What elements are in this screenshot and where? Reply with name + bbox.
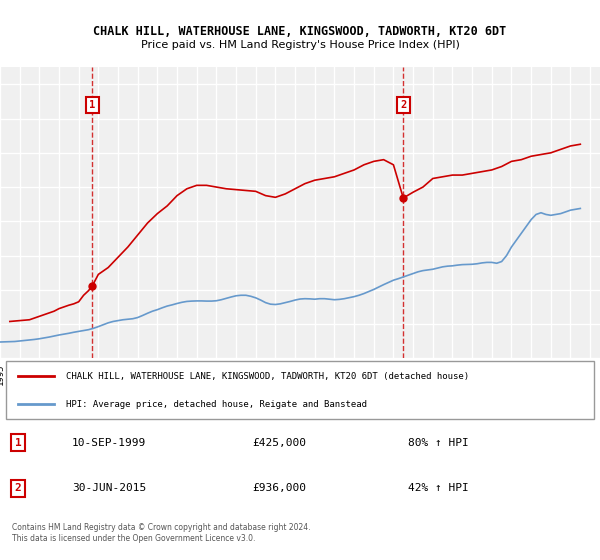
Text: CHALK HILL, WATERHOUSE LANE, KINGSWOOD, TADWORTH, KT20 6DT (detached house): CHALK HILL, WATERHOUSE LANE, KINGSWOOD, … [66,371,469,381]
Text: 1: 1 [14,438,22,448]
Text: 80% ↑ HPI: 80% ↑ HPI [408,438,469,448]
Text: 42% ↑ HPI: 42% ↑ HPI [408,483,469,493]
Text: Contains HM Land Registry data © Crown copyright and database right 2024.
This d: Contains HM Land Registry data © Crown c… [12,524,311,543]
Text: £425,000: £425,000 [252,438,306,448]
Text: CHALK HILL, WATERHOUSE LANE, KINGSWOOD, TADWORTH, KT20 6DT: CHALK HILL, WATERHOUSE LANE, KINGSWOOD, … [94,25,506,38]
FancyBboxPatch shape [6,361,594,419]
Text: 2: 2 [400,100,406,110]
Text: 2: 2 [14,483,22,493]
Text: HPI: Average price, detached house, Reigate and Banstead: HPI: Average price, detached house, Reig… [66,399,367,408]
Text: Price paid vs. HM Land Registry's House Price Index (HPI): Price paid vs. HM Land Registry's House … [140,40,460,50]
Text: £936,000: £936,000 [252,483,306,493]
Text: 30-JUN-2015: 30-JUN-2015 [72,483,146,493]
Text: 1: 1 [89,100,95,110]
Text: 10-SEP-1999: 10-SEP-1999 [72,438,146,448]
